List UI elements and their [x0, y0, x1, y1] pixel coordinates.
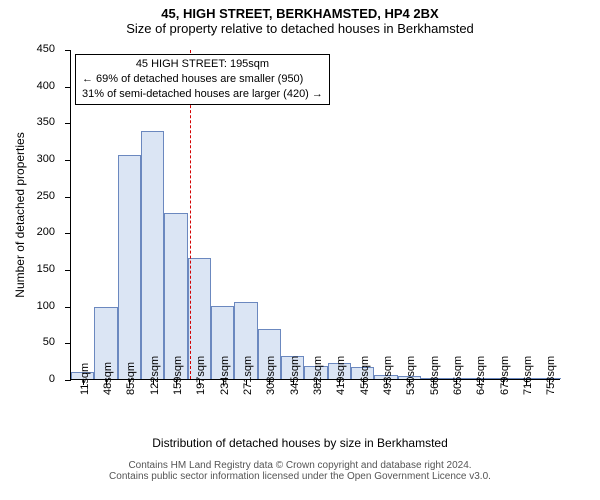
footnote: Contains HM Land Registry data © Crown c…	[0, 460, 600, 482]
x-tick-label: 48sqm	[102, 362, 114, 395]
histogram-bar	[141, 131, 164, 379]
y-tick-label: 100	[37, 300, 55, 312]
x-tick-label: 234sqm	[219, 356, 231, 395]
histogram-bar	[118, 155, 141, 379]
address-title: 45, HIGH STREET, BERKHAMSTED, HP4 2BX	[0, 0, 600, 21]
x-tick-label: 11sqm	[79, 363, 91, 395]
annotation-line-2: ← 69% of detached houses are smaller (95…	[82, 72, 323, 87]
x-tick-label: 419sqm	[335, 356, 347, 395]
x-tick-label: 716sqm	[522, 356, 534, 395]
histogram-bar	[164, 213, 187, 379]
annotation-box: 45 HIGH STREET: 195sqm ← 69% of detached…	[75, 54, 330, 105]
x-tick-label: 568sqm	[429, 356, 441, 395]
y-tick-label: 50	[43, 336, 55, 348]
x-tick-label: 679sqm	[499, 356, 511, 395]
y-tick-label: 250	[37, 190, 55, 202]
y-tick-label: 450	[37, 43, 55, 55]
x-tick-label: 605sqm	[452, 356, 464, 395]
chart-subtitle: Size of property relative to detached ho…	[0, 21, 600, 36]
x-tick-label: 753sqm	[545, 356, 557, 395]
x-tick-label: 530sqm	[405, 356, 417, 395]
x-axis-label: Distribution of detached houses by size …	[0, 436, 600, 450]
x-tick-label: 159sqm	[172, 356, 184, 395]
y-tick-label: 350	[37, 116, 55, 128]
annotation-line-3: 31% of semi-detached houses are larger (…	[82, 87, 323, 102]
x-tick-label: 308sqm	[265, 356, 277, 395]
y-tick-label: 400	[37, 80, 55, 92]
y-axis-label: Number of detached properties	[13, 132, 27, 297]
x-tick-label: 271sqm	[242, 356, 254, 395]
y-tick-label: 0	[49, 373, 55, 385]
footnote-line-2: Contains public sector information licen…	[0, 471, 600, 482]
figure-wrap: 45, HIGH STREET, BERKHAMSTED, HP4 2BX Si…	[0, 0, 600, 500]
y-tick-label: 300	[37, 153, 55, 165]
x-tick-label: 382sqm	[312, 356, 324, 395]
x-tick-label: 345sqm	[289, 356, 301, 395]
x-tick-label: 85sqm	[125, 362, 137, 395]
x-tick-label: 642sqm	[475, 356, 487, 395]
footnote-line-1: Contains HM Land Registry data © Crown c…	[0, 460, 600, 471]
y-tick-label: 200	[37, 226, 55, 238]
x-tick-label: 493sqm	[382, 356, 394, 395]
x-tick-label: 456sqm	[359, 356, 371, 395]
x-tick-label: 197sqm	[195, 356, 207, 395]
annotation-line-1: 45 HIGH STREET: 195sqm	[82, 57, 323, 72]
plot-area: 050100150200250300350400450 11sqm48sqm85…	[70, 50, 560, 380]
y-tick-label: 150	[37, 263, 55, 275]
x-tick-label: 122sqm	[149, 356, 161, 395]
